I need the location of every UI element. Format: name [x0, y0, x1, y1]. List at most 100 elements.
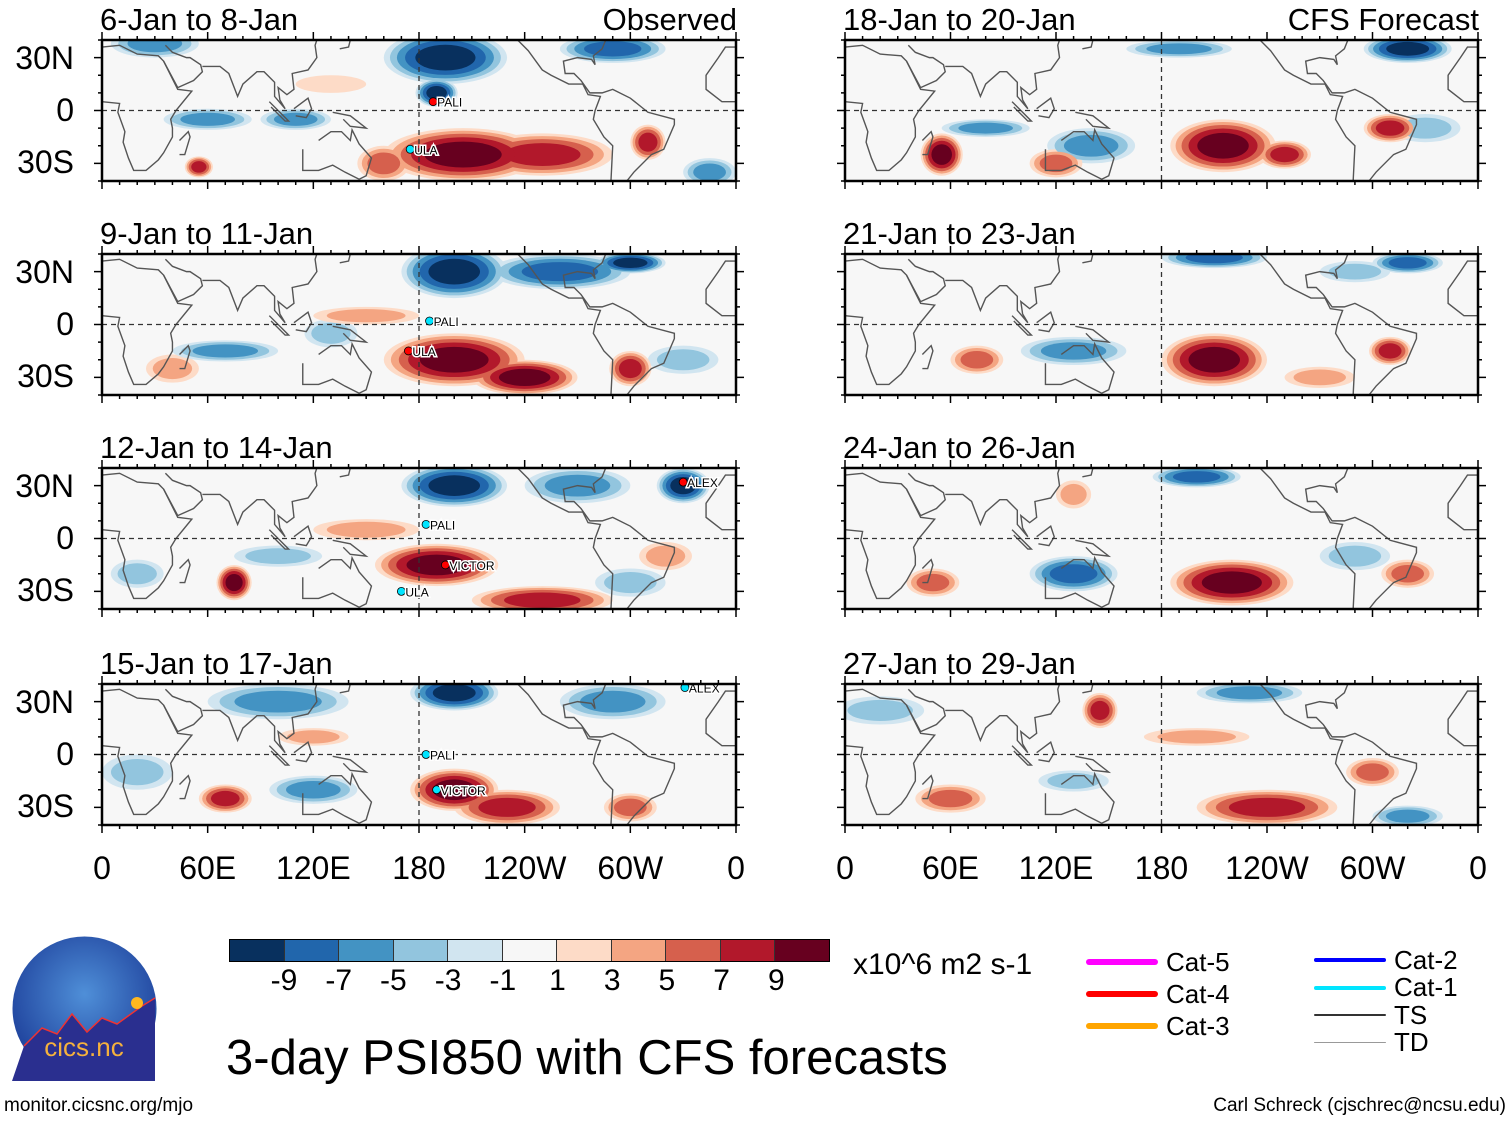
legend-label: Cat-2 [1394, 944, 1458, 975]
coastline [905, 472, 946, 517]
legend-item: Cat-1 [1314, 972, 1458, 1002]
psi-contour [245, 548, 311, 565]
colorbar [229, 939, 830, 962]
map-panel [837, 460, 1486, 617]
footer-url[interactable]: monitor.cicsnc.org/mjo [4, 1095, 194, 1116]
psi-contour [931, 144, 953, 165]
psi-contour [1385, 809, 1430, 823]
coastline [163, 688, 204, 733]
lon-label: 60E [922, 850, 979, 886]
lat-label: 30N [15, 468, 74, 504]
coastline [1259, 468, 1418, 609]
panel-title: 21-Jan to 23-Jan [843, 216, 1076, 251]
psi-contour [311, 322, 351, 344]
psi-contour [406, 554, 467, 576]
lon-label: 180 [1134, 850, 1189, 886]
psi-contour [286, 781, 341, 799]
coastline [1447, 260, 1478, 317]
coastline [705, 690, 736, 747]
panel-title: 24-Jan to 26-Jan [843, 430, 1076, 465]
coastline [293, 741, 313, 763]
psi-contour [415, 44, 476, 71]
colorbar-swatch [611, 940, 666, 961]
coastline [1447, 690, 1478, 747]
legend-label: TS [1394, 999, 1428, 1030]
legend-line-icon [1314, 985, 1386, 990]
coastline [1075, 111, 1112, 130]
coastline [339, 254, 351, 264]
colorbar-tick-label: 3 [603, 964, 621, 997]
psi-contour [1060, 483, 1087, 505]
coastline [1075, 539, 1112, 558]
coastline [163, 258, 204, 303]
coastline [1259, 684, 1418, 825]
psi-contour [1188, 346, 1240, 373]
coastline [268, 315, 291, 336]
colorbar-tick-label: -1 [489, 964, 517, 997]
coastline [945, 684, 1061, 754]
coastline [845, 44, 937, 172]
coastline [1011, 529, 1034, 550]
lat-label: 0 [56, 306, 74, 342]
coastline [332, 755, 369, 774]
coastline [921, 558, 934, 584]
legend-label: Cat-5 [1166, 946, 1230, 977]
coastline [1036, 311, 1056, 333]
coastline [705, 474, 736, 531]
legend-line-icon [1086, 991, 1158, 997]
coastline [1082, 468, 1094, 478]
psi-contour [960, 351, 994, 369]
coastline [302, 771, 373, 825]
storm-label: VICTOR [441, 784, 486, 798]
coastline [945, 254, 1061, 324]
legend-line-icon [1314, 1013, 1386, 1017]
psi-contour [478, 797, 536, 817]
psi-contour [1201, 571, 1262, 594]
legend-label: Cat-1 [1394, 972, 1458, 1002]
map-panel [837, 676, 1486, 833]
storm-marker [425, 316, 434, 326]
legend-line-icon [1086, 959, 1158, 965]
coastline [202, 468, 318, 538]
psi-contour [426, 85, 447, 100]
lat-label: 30S [17, 144, 74, 180]
coastline [339, 468, 351, 478]
psi-contour [152, 358, 193, 380]
psi-contour [432, 684, 476, 702]
coastline [1036, 741, 1056, 763]
lon-label: 120E [275, 850, 351, 886]
coastline [905, 688, 946, 733]
psi-contour [504, 143, 581, 167]
psi-contour [579, 690, 646, 713]
coastline [1447, 474, 1478, 531]
legend-item: Cat-2 [1314, 944, 1458, 975]
coastline [202, 254, 318, 324]
storm-marker [421, 520, 431, 529]
storm-marker [421, 750, 431, 759]
psi-contour [1197, 132, 1249, 159]
lat-label: 30S [17, 572, 74, 608]
legend-line-icon [1314, 1041, 1386, 1044]
psi-contour [180, 112, 235, 126]
footer-credit: Carl Schreck (cjschrec@ncsu.edu) [1213, 1095, 1506, 1116]
legend-item: TD [1314, 1027, 1429, 1057]
coastline [178, 774, 191, 800]
psi-contour [693, 163, 726, 181]
psi-contour [1049, 564, 1098, 584]
colorbar-tick-label: -5 [380, 964, 407, 997]
coastline [1044, 771, 1115, 825]
coastline [339, 40, 351, 50]
panel-title: 15-Jan to 17-Jan [100, 646, 333, 681]
lon-label: 60E [179, 850, 237, 886]
coastline [268, 745, 291, 766]
coastline [178, 344, 191, 370]
coastline [845, 258, 937, 386]
map-panel: ALEX PALI VICTOR ULA [94, 460, 744, 617]
map-panel: PALI ULA [94, 246, 744, 403]
coastline [163, 44, 204, 89]
legend-item: Cat-5 [1086, 946, 1230, 977]
coastline [1011, 315, 1034, 336]
psi-contour [1228, 797, 1306, 817]
lon-label: 0 [1469, 850, 1487, 886]
